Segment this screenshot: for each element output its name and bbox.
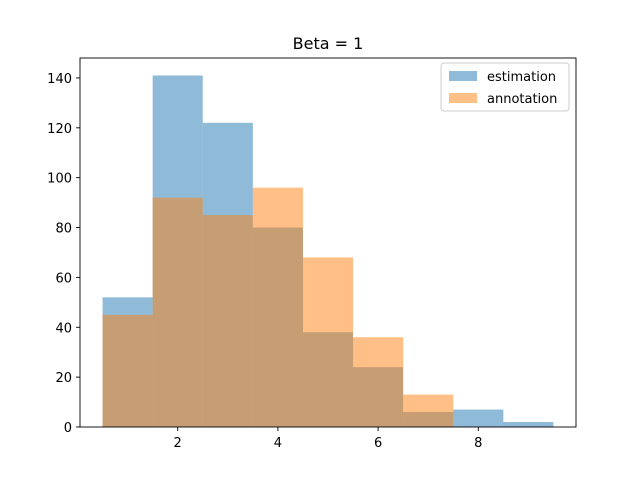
y-tick-label: 0	[64, 421, 72, 436]
chart-title: Beta = 1	[293, 34, 364, 53]
y-tick-label: 120	[47, 122, 72, 137]
y-tick-label: 80	[55, 222, 72, 237]
plot-frame	[79, 57, 577, 428]
legend-label-annotation: annotation	[487, 92, 557, 107]
bar-estimation-7	[453, 409, 504, 427]
bar-annotation-6	[403, 394, 454, 427]
x-tick-label: 6	[374, 436, 382, 451]
x-tick-label: 8	[474, 436, 482, 451]
bar-annotation-2	[202, 215, 253, 427]
bar-annotation-4	[302, 257, 354, 427]
legend: estimation annotation	[440, 62, 570, 112]
bar-annotation-0	[102, 314, 153, 427]
y-tick-label: 140	[47, 72, 72, 87]
bars-layer	[102, 75, 554, 428]
bar-annotation-1	[152, 197, 203, 427]
y-tick-label: 20	[55, 371, 72, 386]
bar-annotation-5	[353, 337, 404, 427]
legend-label-estimation: estimation	[487, 70, 556, 85]
x-tick-label: 4	[274, 436, 282, 451]
bar-estimation-8	[503, 422, 554, 427]
y-tick-label: 60	[55, 271, 72, 286]
legend-swatch-annotation	[449, 93, 477, 103]
y-tick-label: 40	[55, 321, 72, 336]
bar-annotation-3	[252, 187, 303, 427]
x-tick-label: 2	[174, 436, 182, 451]
legend-swatch-estimation	[449, 71, 477, 81]
y-tick-label: 100	[47, 172, 72, 187]
